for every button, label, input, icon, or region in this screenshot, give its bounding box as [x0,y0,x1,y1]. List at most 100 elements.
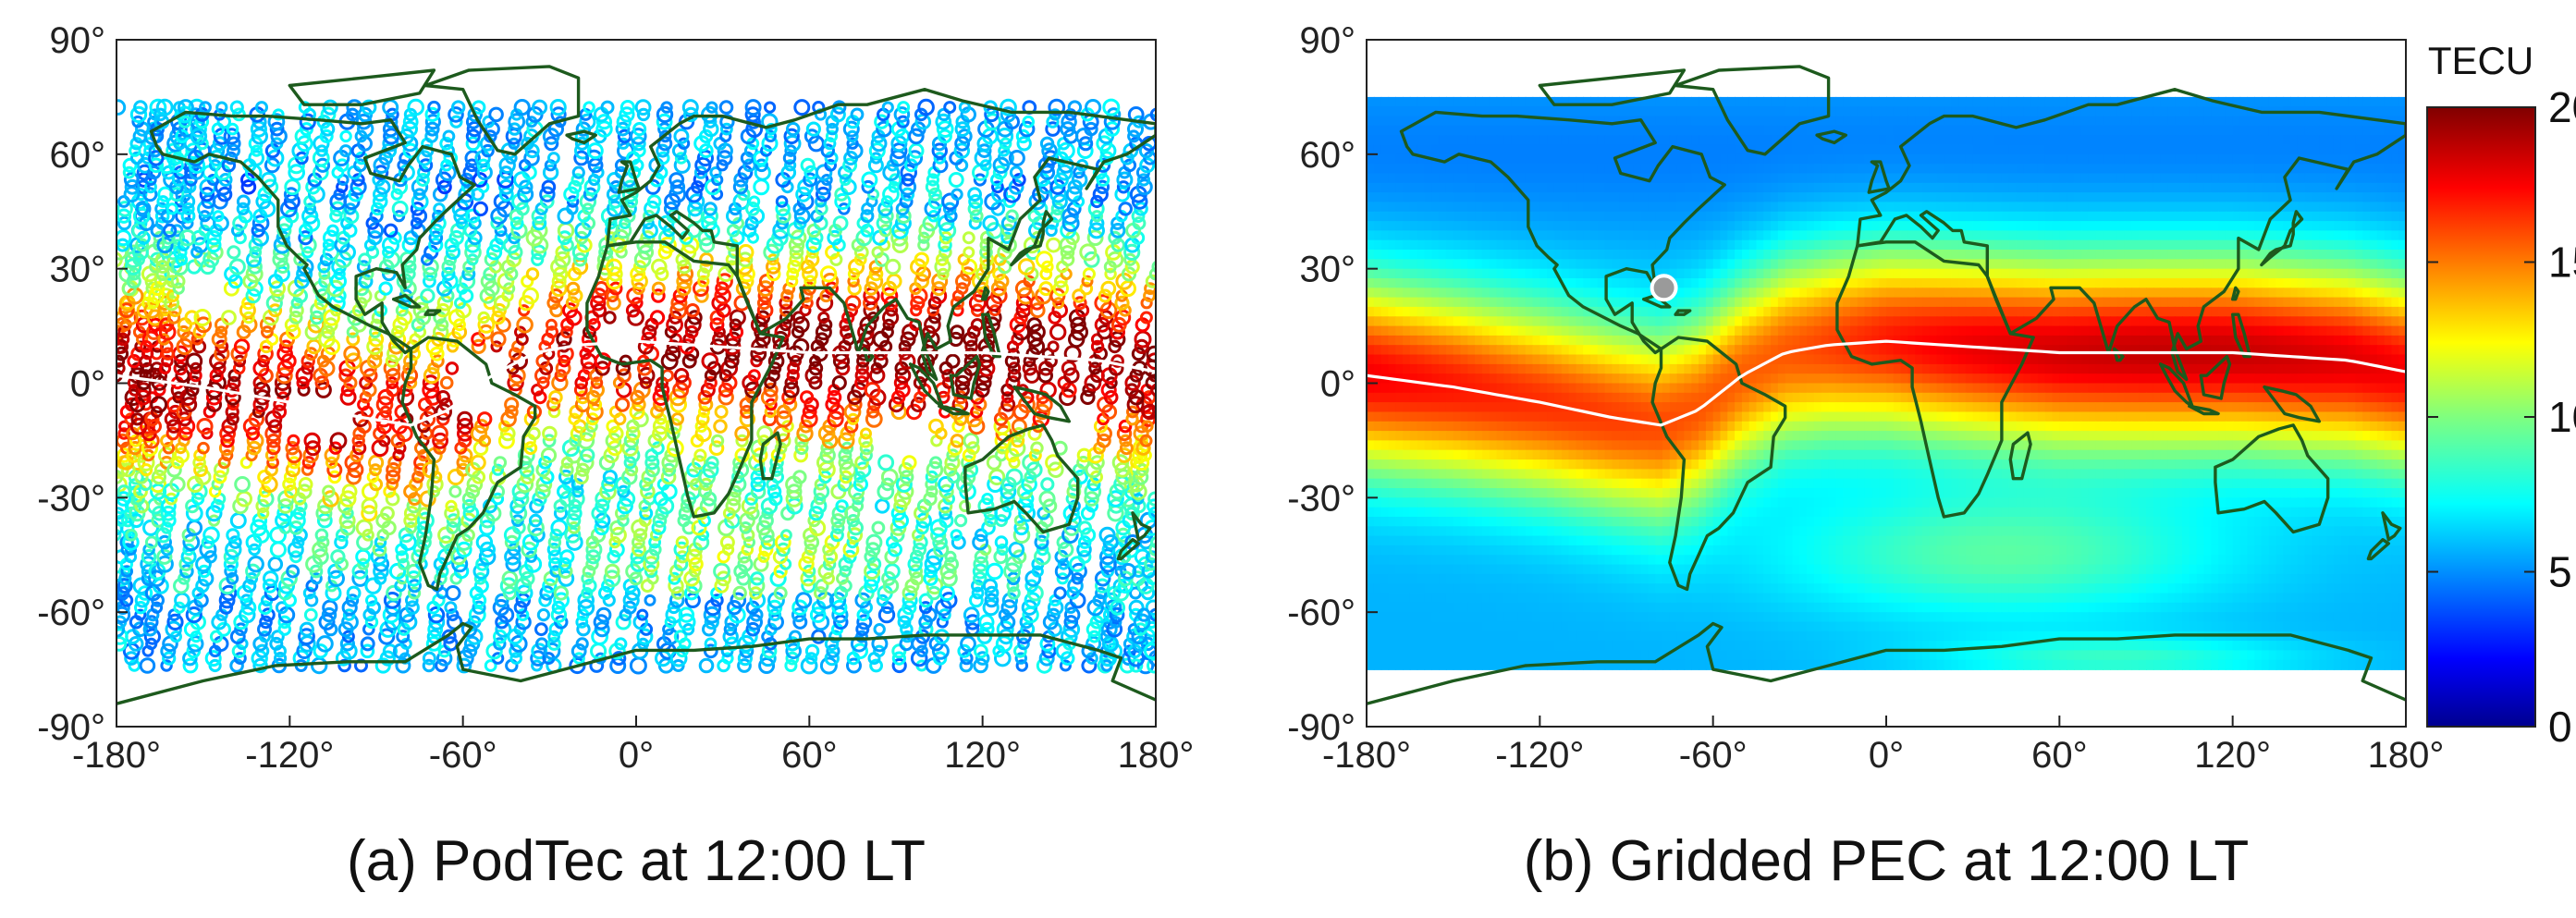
measurement-point [124,178,141,195]
grid-cell [1561,173,1570,184]
measurement-point [780,288,794,303]
measurement-point [791,607,806,623]
measurement-point [734,425,751,442]
measurement-point [817,311,830,324]
grid-cell [2283,164,2291,175]
measurement-point [1135,463,1149,477]
measurement-point [925,478,938,491]
measurement-point [1049,324,1067,341]
measurement-point [350,447,364,463]
grid-cell [1857,164,1866,175]
grid-cell [2167,164,2176,175]
measurement-point [338,512,356,530]
measurement-point [1098,526,1116,544]
measurement-point [353,158,367,173]
measurement-point [284,484,299,499]
measurement-point [357,398,370,411]
measurement-point [412,188,426,201]
grid-cell [1388,106,1396,117]
measurement-point [185,606,202,624]
grid-cell [1813,173,1822,184]
measurement-point [779,303,793,317]
grid-cell [1712,164,1722,175]
measurement-point [301,361,314,375]
measurement-point [276,367,293,385]
measurement-point [131,243,149,261]
measurement-point [393,441,407,455]
grid-cell [1496,173,1505,184]
grid-cell [1735,135,1743,146]
measurement-point [591,505,607,521]
grid-cell [2110,144,2118,155]
measurement-point [918,593,934,608]
grid-cell [1547,135,1555,146]
measurement-point [1051,193,1068,210]
measurement-point [226,571,239,585]
measurement-point [444,252,457,266]
grid-cell [1489,125,1498,136]
grid-cell [1785,173,1794,184]
grid-cell [2037,96,2046,107]
measurement-point [419,410,436,427]
grid-cell [1511,125,1519,136]
grid-cell [1503,116,1512,127]
grid-cell [1453,164,1462,175]
grid-cell [2283,116,2291,127]
measurement-point [864,382,881,398]
grid-cell [2247,164,2255,175]
grid-cell [1380,135,1390,146]
grid-cell [1604,135,1613,146]
grid-cell [2044,125,2054,136]
grid-cell [2268,164,2277,175]
grid-cell [1821,173,1830,184]
measurement-point [969,209,984,224]
measurement-point [859,448,873,462]
grid-cell [1915,144,1923,155]
measurement-point [803,129,820,144]
measurement-point [148,157,165,174]
measurement-point [432,432,449,449]
grid-cell [1864,125,1873,136]
measurement-point [877,454,895,471]
measurement-point [277,622,291,636]
grid-cell [2362,116,2371,127]
grid-cell [2153,144,2162,155]
grid-cell [1980,135,1989,146]
measurement-point [799,288,814,303]
grid-cell [1597,144,1606,155]
grid-cell [1475,173,1483,184]
grid-cell [1626,135,1635,146]
grid-cell [1439,96,1447,107]
grid-cell [2001,153,2010,165]
measurement-point [692,455,707,471]
measurement-point [816,294,834,312]
grid-cell [2254,125,2263,136]
grid-cell [1676,135,1686,146]
measurement-point [520,470,535,484]
measurement-point [971,586,985,600]
measurement-point [685,303,700,318]
grid-cell [2232,135,2241,146]
grid-cell [1727,153,1736,165]
grid-cell [2052,153,2061,165]
grid-cell [1662,106,1671,117]
measurement-point [486,244,503,261]
grid-cell [2384,135,2393,146]
measurement-point [666,208,681,224]
measurement-point [368,331,385,348]
measurement-point [583,187,598,202]
measurement-point [782,397,798,412]
grid-cell [1727,116,1736,127]
grid-cell [1619,144,1627,155]
grid-cell [1735,153,1743,165]
measurement-point [386,462,401,478]
measurement-point [688,557,704,572]
measurement-point [477,315,496,334]
measurement-point [732,179,749,195]
measurement-point [994,274,1010,289]
grid-cell [2088,135,2097,146]
grid-cell [2362,125,2371,136]
measurement-point [967,202,983,216]
grid-cell [1835,106,1844,117]
measurement-point [446,513,461,528]
